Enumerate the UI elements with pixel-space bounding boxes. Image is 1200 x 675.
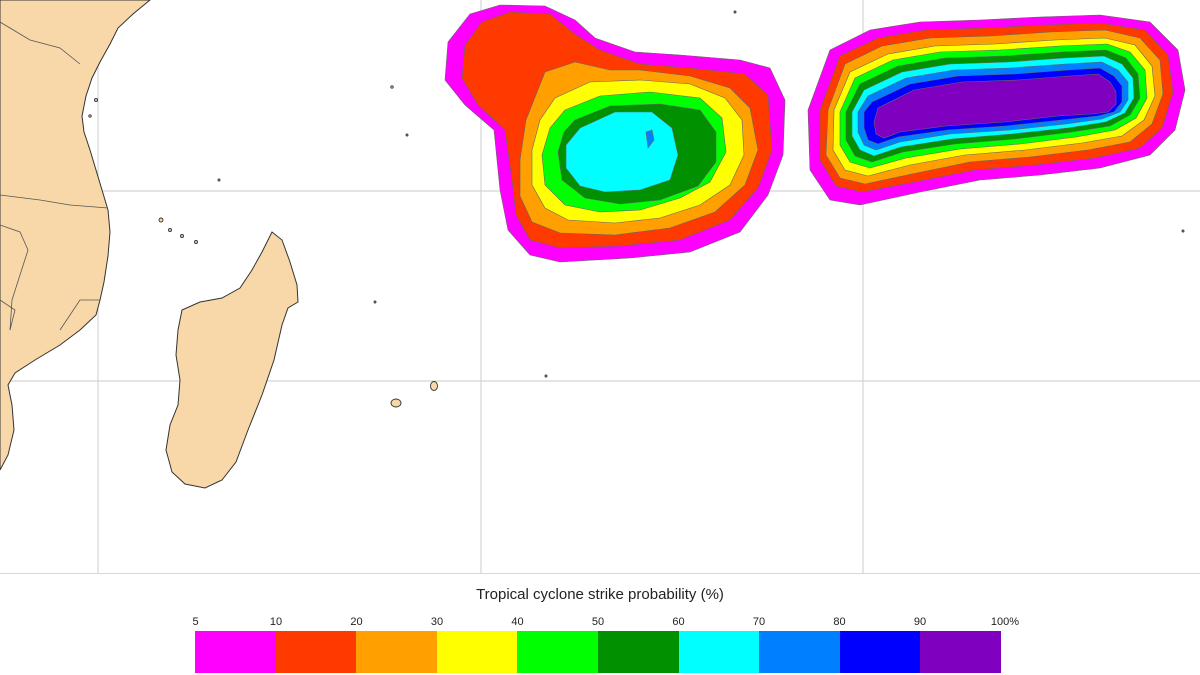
- legend-tick: 90: [913, 616, 927, 628]
- probability-legend: Tropical cyclone strike probability (%) …: [0, 574, 1200, 675]
- legend-swatch: [920, 631, 1001, 673]
- strike-probability-map: [0, 0, 1200, 574]
- small-islands: [88, 10, 1185, 408]
- probability-area-east: [807, 14, 1186, 206]
- probability-area-west: [444, 4, 786, 263]
- legend-title: Tropical cyclone strike probability (%): [476, 586, 724, 603]
- legend-tick: 40: [511, 616, 524, 628]
- legend-swatch: [597, 631, 679, 673]
- mauritius-island: [430, 381, 438, 391]
- legend-tick: 30: [430, 616, 444, 628]
- country-borders: [0, 21, 109, 331]
- legend-tick: 5: [192, 616, 199, 628]
- legend-swatch: [759, 631, 840, 673]
- legend-tick: 100%: [990, 616, 1020, 628]
- madagascar-landmass: [165, 231, 299, 489]
- legend-swatch: [195, 631, 276, 673]
- legend-tick: 10: [269, 616, 283, 628]
- legend-swatch: [436, 631, 518, 673]
- band-70: [645, 129, 655, 149]
- legend-swatch: [356, 631, 437, 673]
- africa-landmass: [0, 0, 151, 471]
- legend-tick: 50: [591, 616, 605, 628]
- legend-tick: 80: [833, 616, 846, 628]
- legend-color-bar: [195, 631, 1001, 673]
- legend-tick: 60: [672, 616, 685, 628]
- legend-swatch: [517, 631, 598, 673]
- legend-tick: 70: [752, 616, 766, 628]
- legend-swatch: [839, 631, 921, 673]
- legend-tick: 20: [350, 616, 363, 628]
- map-canvas: [0, 0, 1200, 573]
- band-90: [873, 73, 1117, 139]
- reunion-island: [390, 398, 402, 408]
- legend-swatch: [678, 631, 760, 673]
- legend-swatch: [275, 631, 357, 673]
